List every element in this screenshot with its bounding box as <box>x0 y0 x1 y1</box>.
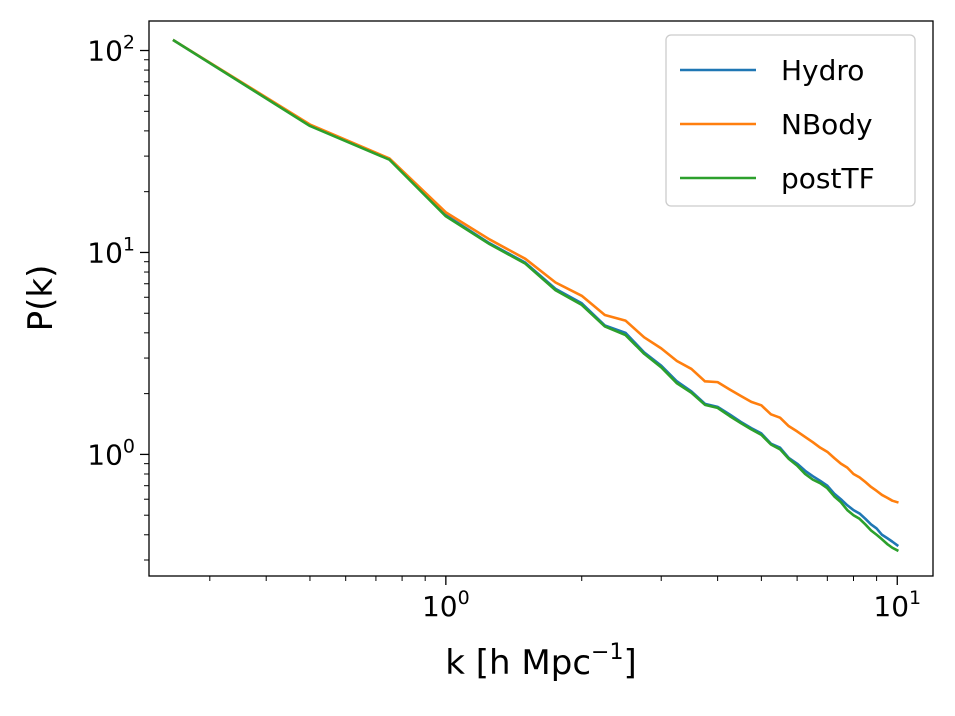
x-axis-label: k [h Mpc−1] <box>445 640 636 683</box>
major-ticks <box>140 49 898 585</box>
y-axis-label: P(k) <box>21 265 61 332</box>
y-tick-label-base: 10 <box>87 35 123 68</box>
y-tick-label-base: 10 <box>87 438 123 471</box>
y-tick-label: 102 <box>87 32 135 68</box>
series-lines <box>172 38 900 553</box>
x-axis-label-base: k [h Mpc <box>445 643 591 683</box>
y-tick-label-exponent: 1 <box>123 233 135 255</box>
y-tick-label-exponent: 2 <box>123 32 135 54</box>
legend-label-nbody: NBody <box>781 108 873 141</box>
y-tick-label-exponent: 0 <box>123 435 135 457</box>
y-tick-label: 101 <box>87 233 135 269</box>
plot-area-frame <box>148 20 934 577</box>
x-tick-label: 100 <box>422 587 470 623</box>
x-tick-label: 101 <box>873 587 921 623</box>
minor-ticks <box>144 59 878 581</box>
x-tick-labels: 100 101 <box>422 587 921 623</box>
x-tick-label-base: 10 <box>873 590 909 623</box>
series-line-posttf <box>172 38 900 553</box>
x-axis-label-exponent: −1 <box>591 640 623 665</box>
x-tick-label-exponent: 1 <box>909 587 921 609</box>
legend-frame <box>665 34 916 207</box>
y-tick-label: 100 <box>87 435 135 471</box>
y-tick-label-base: 10 <box>87 236 123 269</box>
legend-items: Hydro NBody postTF <box>680 54 875 195</box>
legend-label-hydro: Hydro <box>781 54 864 87</box>
x-tick-label-base: 10 <box>422 590 458 623</box>
legend-label-posttf: postTF <box>781 162 875 195</box>
x-axis-label-tail: ] <box>623 643 636 683</box>
x-tick-label-exponent: 0 <box>458 587 470 609</box>
series-line-nbody <box>172 38 899 504</box>
legend: Hydro NBody postTF <box>665 34 916 207</box>
